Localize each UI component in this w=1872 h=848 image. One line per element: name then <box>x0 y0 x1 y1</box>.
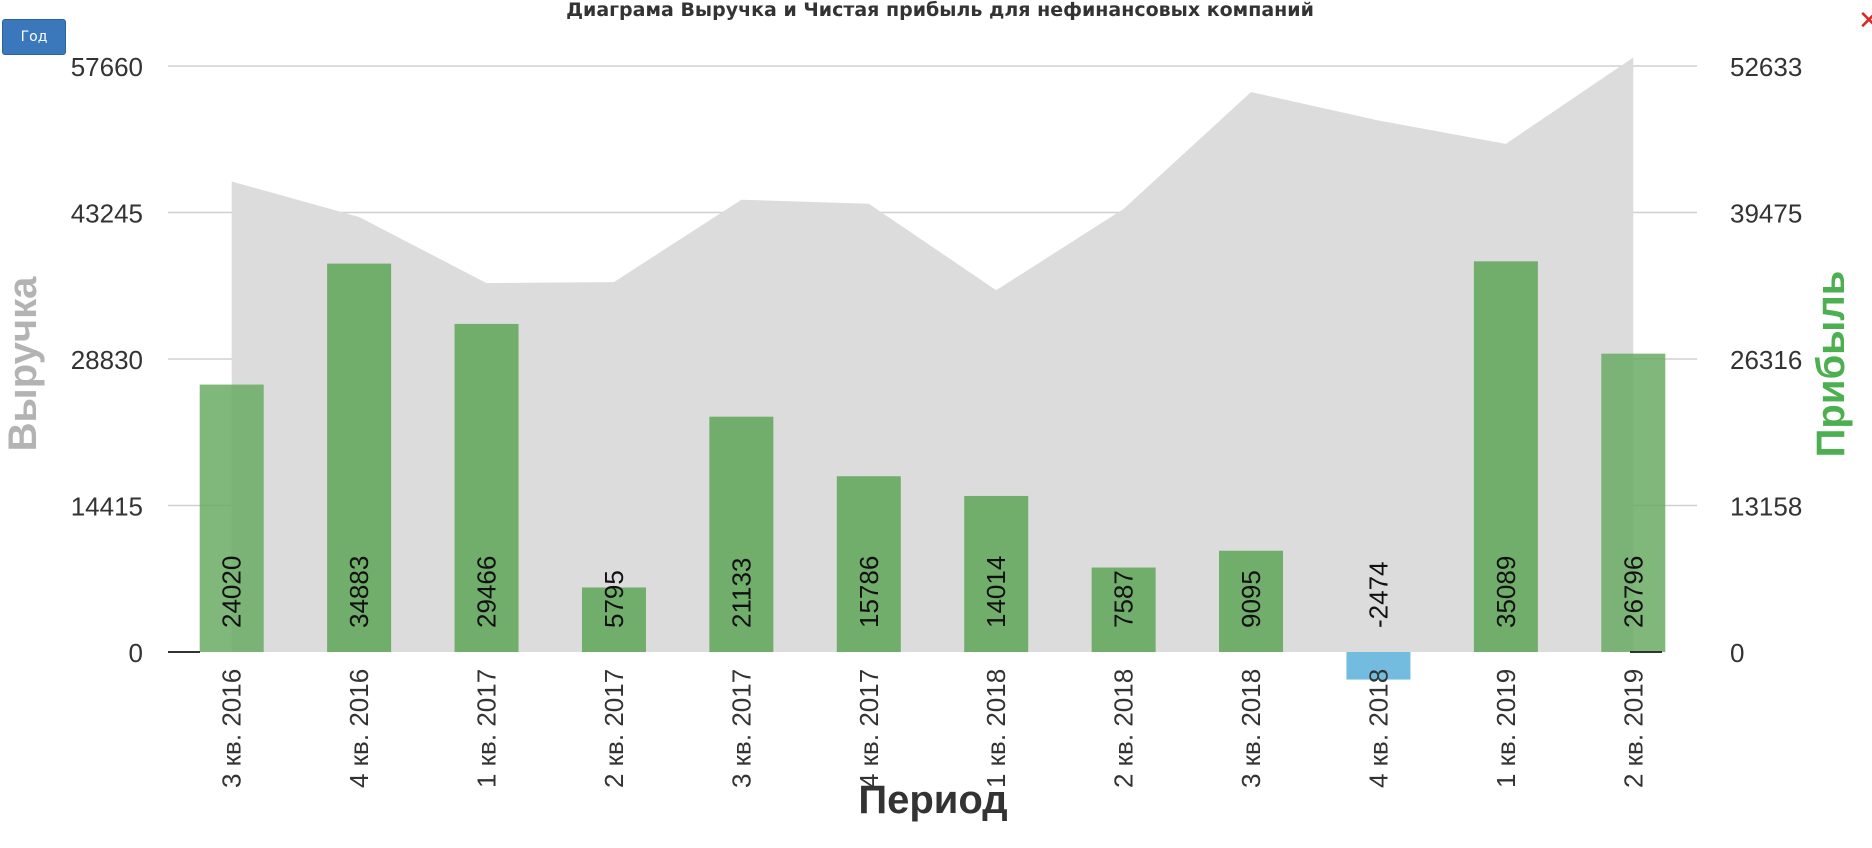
profit-bar <box>1346 652 1411 680</box>
revenue-area-layer <box>231 57 1634 652</box>
profit-bar <box>1473 261 1538 652</box>
profit-bar <box>327 263 392 652</box>
data-label: -2474 <box>1363 562 1393 629</box>
x-tick-label: 3 кв. 2018 <box>1236 669 1266 788</box>
profit-bar <box>1219 550 1284 652</box>
profit-bar <box>199 384 264 652</box>
revenue-area <box>231 57 1634 652</box>
x-tick-label: 4 кв. 2016 <box>344 669 374 788</box>
profit-bar <box>964 495 1029 652</box>
x-tick-label: 3 кв. 2017 <box>726 669 756 788</box>
period-year-button[interactable]: Год <box>2 19 66 55</box>
x-axis-title: Период <box>858 778 1007 822</box>
data-label: 5795 <box>599 570 629 628</box>
x-tick-label: 2 кв. 2019 <box>1618 669 1648 788</box>
x-tick-label: 4 кв. 2018 <box>1363 669 1393 788</box>
profit-bars-layer <box>199 261 1666 680</box>
data-label: 35089 <box>1491 556 1521 628</box>
profit-bar <box>581 587 646 652</box>
y-axis-right-title: Прибыль <box>1809 271 1853 458</box>
y-tick-left: 0 <box>129 638 143 668</box>
data-label: 24020 <box>217 556 247 628</box>
profit-bar <box>454 323 519 652</box>
y-axis-left-title: Выручка <box>1 276 45 451</box>
y-tick-left: 28830 <box>71 345 143 375</box>
profit-bar <box>836 476 901 652</box>
x-tick-label: 3 кв. 2016 <box>217 669 247 788</box>
profit-bar <box>709 416 774 652</box>
y-tick-right: 39475 <box>1730 198 1802 228</box>
profit-bar <box>1091 567 1156 652</box>
y-tick-right: 13158 <box>1730 492 1802 522</box>
x-tick-label: 1 кв. 2018 <box>981 669 1011 788</box>
x-tick-label: 1 кв. 2019 <box>1491 669 1521 788</box>
x-tick-label: 2 кв. 2018 <box>1109 669 1139 788</box>
data-label: 7587 <box>1109 570 1139 628</box>
y-tick-left: 43245 <box>71 199 143 229</box>
data-label: 26796 <box>1618 556 1648 628</box>
y-tick-right: 0 <box>1730 638 1744 668</box>
profit-bar <box>1601 353 1666 652</box>
y-tick-right: 26316 <box>1730 345 1802 375</box>
close-icon[interactable]: ✕ <box>1858 6 1872 36</box>
data-label: 21133 <box>726 558 756 628</box>
data-label: 34883 <box>344 556 374 628</box>
chart-title: Диаграма Выручка и Чистая прибыль для не… <box>566 0 1314 21</box>
data-label: 15786 <box>854 556 884 628</box>
y-tick-left: 57660 <box>71 52 143 82</box>
y-tick-left: 14415 <box>71 492 143 522</box>
data-label: 14014 <box>981 556 1011 628</box>
data-label: 29466 <box>472 556 502 628</box>
x-tick-label: 2 кв. 2017 <box>599 669 629 788</box>
x-tick-label: 1 кв. 2017 <box>472 669 502 788</box>
x-tick-label: 4 кв. 2017 <box>854 669 884 788</box>
y-tick-right: 52633 <box>1730 52 1802 82</box>
labels-layer: 0 14415 28830 43245 57660 0 13158 26316 39475 526… <box>71 52 1803 788</box>
data-label: 9095 <box>1236 570 1266 628</box>
